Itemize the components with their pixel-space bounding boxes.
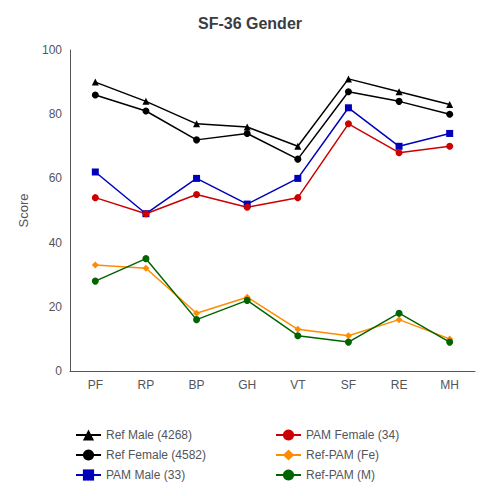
svg-text:RP: RP xyxy=(138,378,155,392)
svg-text:80: 80 xyxy=(49,107,63,121)
svg-text:Score: Score xyxy=(16,194,31,228)
svg-text:Ref Female (4582): Ref Female (4582) xyxy=(106,448,206,462)
svg-text:60: 60 xyxy=(49,171,63,185)
svg-text:100: 100 xyxy=(42,43,62,57)
svg-text:GH: GH xyxy=(238,378,256,392)
svg-text:Ref-PAM (M): Ref-PAM (M) xyxy=(306,468,375,482)
svg-text:MH: MH xyxy=(440,378,459,392)
svg-text:SF-36 Gender: SF-36 Gender xyxy=(198,15,302,32)
svg-text:40: 40 xyxy=(49,236,63,250)
svg-text:PAM Male (33): PAM Male (33) xyxy=(106,468,185,482)
svg-text:SF: SF xyxy=(341,378,356,392)
svg-text:VT: VT xyxy=(290,378,306,392)
svg-text:20: 20 xyxy=(49,300,63,314)
svg-text:PAM Female (34): PAM Female (34) xyxy=(306,428,399,442)
svg-text:Ref-PAM (Fe): Ref-PAM (Fe) xyxy=(306,448,379,462)
svg-text:0: 0 xyxy=(55,364,62,378)
svg-text:BP: BP xyxy=(189,378,205,392)
svg-text:Ref Male (4268): Ref Male (4268) xyxy=(106,428,192,442)
svg-text:PF: PF xyxy=(88,378,103,392)
svg-text:RE: RE xyxy=(391,378,408,392)
